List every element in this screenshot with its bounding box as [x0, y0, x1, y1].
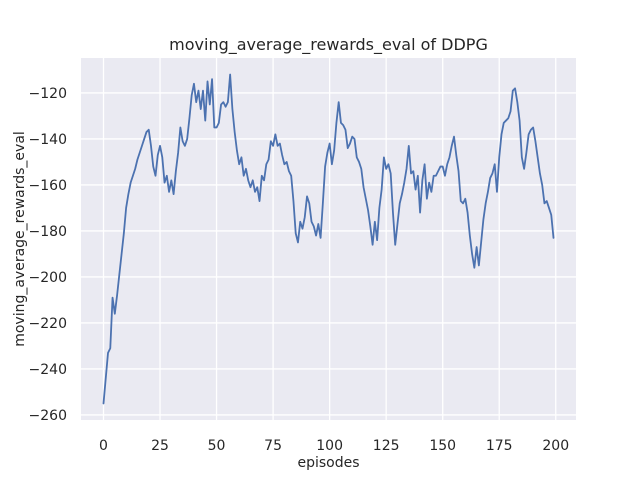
plot-area: [81, 58, 576, 420]
y-tick-label: −200: [29, 270, 67, 286]
y-tick-labels: −260 −240 −220 −200 −180 −160 −140 −120: [29, 86, 67, 424]
chart-title: moving_average_rewards_eval of DDPG: [169, 35, 488, 55]
x-tick-label: 100: [316, 438, 343, 454]
x-tick-label: 150: [429, 438, 456, 454]
x-tick-label: 50: [208, 438, 226, 454]
y-tick-label: −220: [29, 316, 67, 332]
x-tick-label: 0: [99, 438, 108, 454]
x-axis-label: episodes: [297, 455, 359, 471]
y-tick-label: −240: [29, 362, 67, 378]
x-tick-label: 25: [151, 438, 169, 454]
data-line: [102, 73, 555, 405]
x-tick-label: 125: [373, 438, 400, 454]
grid-lines: [81, 58, 576, 420]
y-tick-label: −120: [29, 86, 67, 102]
y-tick-label: −160: [29, 178, 67, 194]
y-tick-label: −180: [29, 224, 67, 240]
x-tick-labels: 0 25 50 75 100 125 150 175 200: [99, 438, 569, 454]
x-tick-label: 175: [486, 438, 513, 454]
x-tick-label: 75: [264, 438, 282, 454]
y-tick-label: −140: [29, 132, 67, 148]
y-tick-label: −260: [29, 408, 67, 424]
y-axis-label: moving_average_rewards_eval: [12, 131, 28, 347]
x-tick-label: 200: [542, 438, 569, 454]
